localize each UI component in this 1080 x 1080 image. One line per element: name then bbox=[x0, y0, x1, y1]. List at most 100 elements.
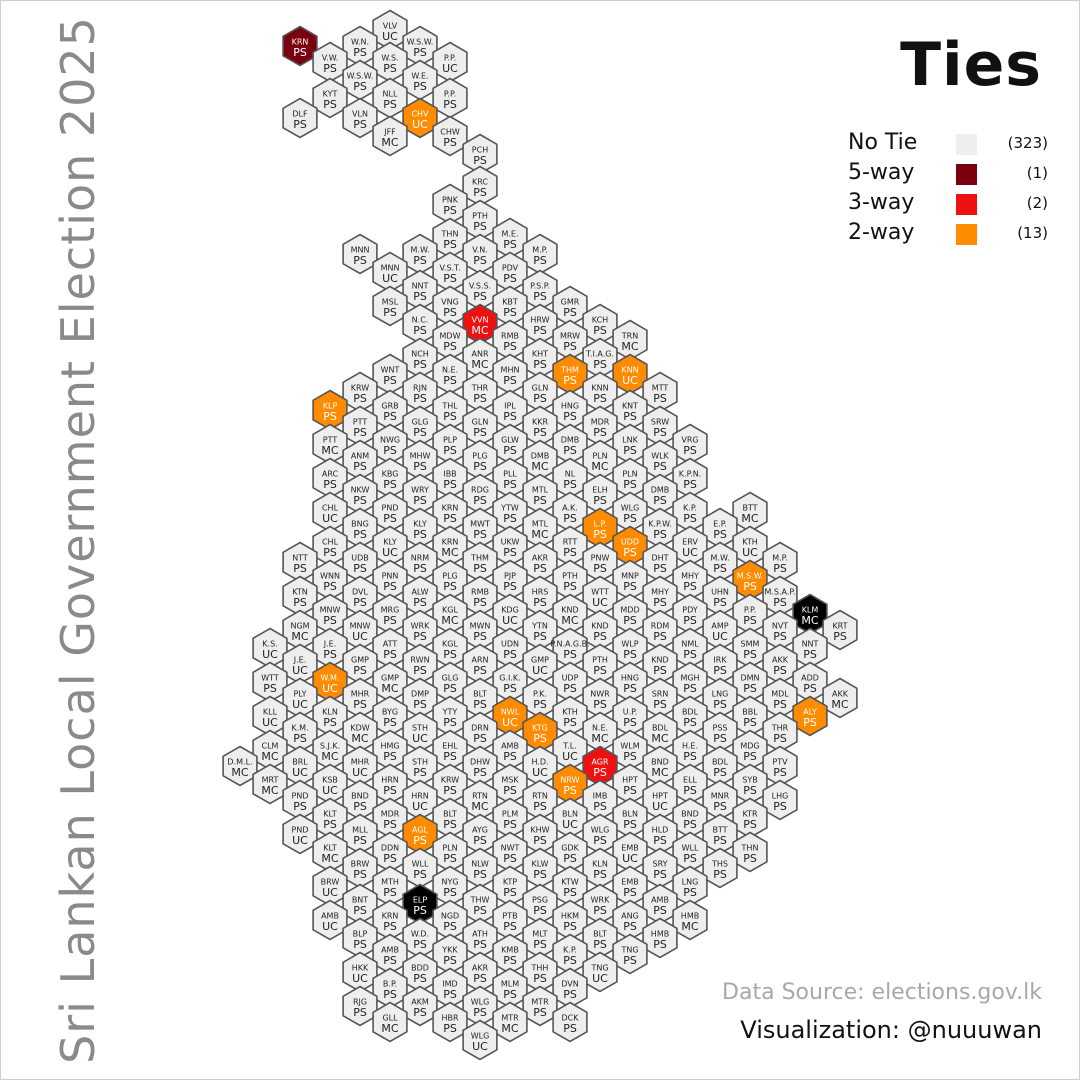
hex-code: VLN bbox=[352, 110, 368, 119]
hex-type: UC bbox=[292, 834, 308, 847]
hex-code: GMP bbox=[351, 656, 369, 665]
hex-code: KRN bbox=[442, 538, 459, 547]
hex-type: PS bbox=[383, 750, 397, 763]
hex-type: PS bbox=[383, 374, 397, 387]
hex-code: W.M. bbox=[321, 674, 340, 683]
hex-type: PS bbox=[713, 698, 727, 711]
hex-type: PS bbox=[563, 580, 577, 593]
hex-code: BDL bbox=[712, 758, 729, 767]
hex-type: MC bbox=[261, 784, 278, 797]
hex-code: CHL bbox=[322, 504, 339, 513]
hex-code: GMP bbox=[381, 674, 399, 683]
hex-type: PS bbox=[563, 410, 577, 423]
hex-cell: P.S.P.PS bbox=[522, 269, 558, 311]
hex-type: UC bbox=[622, 852, 638, 865]
hex-code: HNG bbox=[561, 402, 579, 411]
hex-code: KND bbox=[591, 622, 608, 631]
hex-type: PS bbox=[743, 682, 757, 695]
hex-type: PS bbox=[353, 528, 367, 541]
hex-code: KRW bbox=[441, 776, 459, 785]
hex-type: MC bbox=[531, 460, 548, 473]
hex-code: THN bbox=[741, 844, 759, 853]
hex-code: PCH bbox=[472, 146, 488, 155]
hex-type: PS bbox=[503, 512, 517, 525]
hex-code: HMB bbox=[651, 930, 669, 939]
hex-code: THL bbox=[441, 402, 458, 411]
hex-type: UC bbox=[592, 596, 608, 609]
hex-code: NVT bbox=[772, 622, 788, 631]
hex-code: SRN bbox=[652, 690, 669, 699]
hex-code: V.S.T. bbox=[439, 264, 460, 273]
hex-type: PS bbox=[593, 392, 607, 405]
hex-type: PS bbox=[443, 512, 457, 525]
hex-type: UC bbox=[502, 614, 518, 627]
hex-code: PLM bbox=[502, 810, 518, 819]
hex-code: MDD bbox=[620, 606, 639, 615]
hex-code: P.N.A.G.B. bbox=[550, 640, 589, 649]
hex-code: ERV bbox=[682, 538, 698, 547]
hex-code: KGL bbox=[442, 606, 458, 615]
hex-type: PS bbox=[503, 410, 517, 423]
hex-type: PS bbox=[653, 562, 667, 575]
legend-label: No Tie bbox=[848, 130, 918, 155]
hex-type: PS bbox=[803, 716, 817, 729]
hex-type: PS bbox=[623, 920, 637, 933]
hex-type: PS bbox=[503, 272, 517, 285]
hex-type: PS bbox=[383, 648, 397, 661]
hex-shape bbox=[822, 609, 858, 651]
hex-code: THR bbox=[771, 724, 789, 733]
hex-type: UC bbox=[382, 272, 398, 285]
hex-type: PS bbox=[443, 580, 457, 593]
hex-code: DMB bbox=[531, 452, 550, 461]
hex-type: PS bbox=[533, 254, 547, 267]
hex-code: NGM bbox=[290, 622, 309, 631]
hex-code: G.I.K. bbox=[499, 674, 520, 683]
hex-shape bbox=[582, 951, 618, 993]
hex-code: KTH bbox=[562, 708, 578, 717]
hex-type: UC bbox=[562, 750, 578, 763]
hex-cell: P.P.UC bbox=[432, 41, 468, 83]
hex-cell: W.N.PS bbox=[342, 25, 378, 67]
hex-type: PS bbox=[473, 392, 487, 405]
hex-type: PS bbox=[413, 562, 427, 575]
hex-code: AMB bbox=[501, 742, 519, 751]
hex-type: UC bbox=[322, 784, 338, 797]
hex-code: WLG bbox=[591, 826, 610, 835]
hex-type: PS bbox=[353, 118, 367, 131]
hex-type: PS bbox=[623, 818, 637, 831]
hex-type: PS bbox=[563, 546, 577, 559]
hex-cell: M.S.W.PS bbox=[732, 559, 768, 601]
hex-type: PS bbox=[413, 664, 427, 677]
hex-code: UDP bbox=[562, 674, 579, 683]
hex-type: PS bbox=[413, 80, 427, 93]
hex-code: KRW bbox=[351, 384, 369, 393]
hex-type: PS bbox=[443, 204, 457, 217]
hex-code: AMB bbox=[381, 946, 399, 955]
hex-type: PS bbox=[293, 562, 307, 575]
hex-code: HBR bbox=[441, 1014, 459, 1023]
hex-type: MC bbox=[321, 852, 338, 865]
hex-code: DVL bbox=[352, 588, 368, 597]
hex-type: MC bbox=[231, 766, 248, 779]
hex-type: PS bbox=[533, 868, 547, 881]
